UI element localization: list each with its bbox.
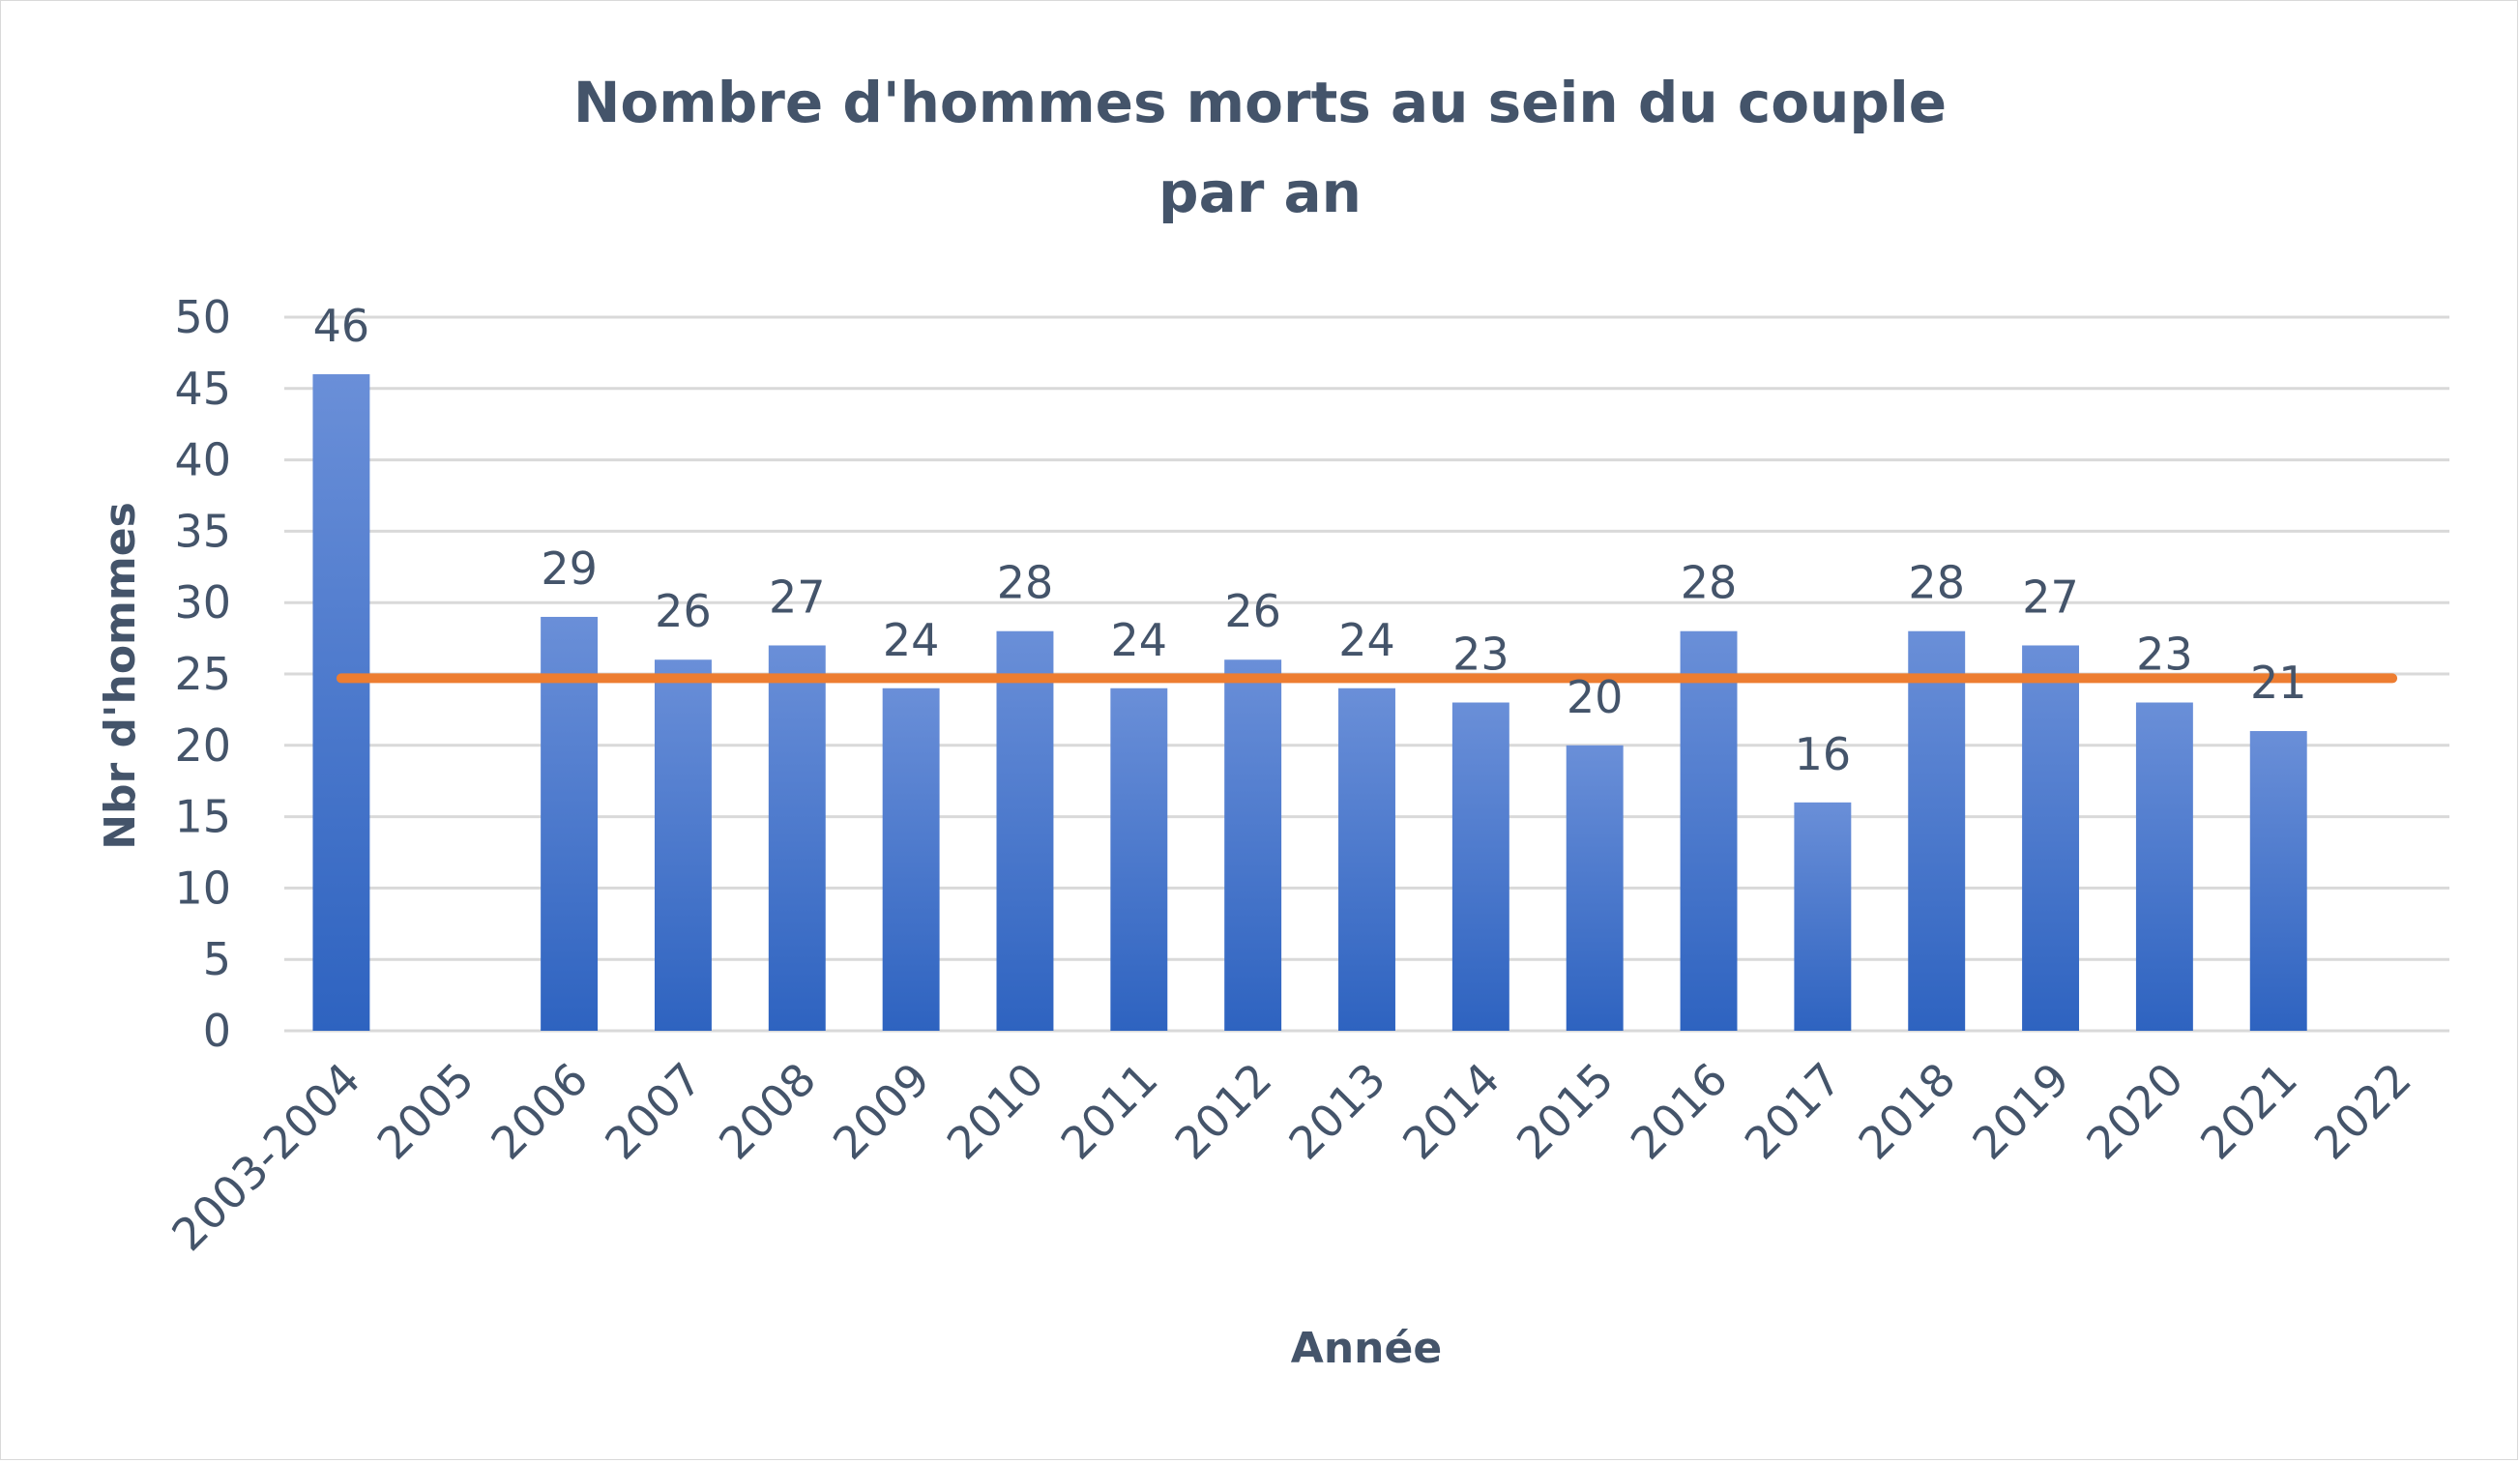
bar <box>1908 630 1966 1031</box>
x-tick-label: 2008 <box>709 1053 826 1170</box>
y-tick-label: 10 <box>174 862 231 914</box>
x-tick-label: 2009 <box>823 1053 940 1170</box>
x-tick-label: 2010 <box>937 1053 1054 1170</box>
x-tick-label: 2003-2004 <box>161 1053 369 1261</box>
x-axis-title: Année <box>1291 1324 1442 1373</box>
bar <box>1566 745 1624 1031</box>
data-label: 28 <box>997 557 1054 609</box>
bars <box>312 374 2307 1031</box>
x-tick-label: 2017 <box>1735 1053 1852 1170</box>
y-axis-ticks: 0 5 10 15 20 25 30 35 40 45 50 <box>174 291 231 1057</box>
x-tick-label: 2011 <box>1051 1053 1168 1170</box>
x-tick-label: 2019 <box>1962 1053 2079 1170</box>
y-tick-label: 5 <box>203 933 231 985</box>
bar <box>1110 688 1168 1031</box>
data-label: 16 <box>1795 728 1852 780</box>
y-tick-label: 40 <box>174 434 231 486</box>
x-tick-label: 2015 <box>1507 1053 1624 1170</box>
data-label: 27 <box>769 571 826 623</box>
x-tick-label: 2020 <box>2076 1053 2193 1170</box>
y-tick-label: 0 <box>203 1005 231 1057</box>
bar <box>312 374 370 1031</box>
y-tick-label: 15 <box>174 791 231 843</box>
x-axis-ticks: 2003-20042005200620072008200920102011201… <box>161 1053 2421 1261</box>
data-label: 27 <box>2022 571 2079 623</box>
bar <box>996 630 1054 1031</box>
x-tick-label: 2022 <box>2304 1053 2421 1170</box>
data-label: 23 <box>2136 629 2193 681</box>
data-label: 46 <box>313 300 370 352</box>
data-label: 23 <box>1452 629 1509 681</box>
bar <box>2022 645 2080 1031</box>
x-tick-label: 2021 <box>2190 1053 2307 1170</box>
bar <box>541 616 599 1031</box>
bar <box>654 659 712 1031</box>
y-tick-label: 45 <box>174 363 231 415</box>
data-labels: 46 29 26 27 24 28 24 26 24 23 20 28 16 28 27 23 21 <box>313 300 2307 780</box>
data-label: 28 <box>1908 557 1965 609</box>
y-axis-title: Nbr d'hommes <box>96 502 145 850</box>
data-label: 29 <box>541 542 598 595</box>
bar <box>768 645 826 1031</box>
data-label: 26 <box>655 585 712 637</box>
data-label: 20 <box>1567 671 1624 723</box>
chart-title-line-1: Nombre d'hommes morts au sein du couple <box>573 70 1947 135</box>
x-tick-label: 2018 <box>1849 1053 1966 1170</box>
data-label: 21 <box>2250 657 2307 709</box>
bar <box>2135 702 2193 1031</box>
bar <box>1451 702 1509 1031</box>
data-label: 24 <box>883 614 940 666</box>
data-label: 24 <box>1338 614 1395 666</box>
y-tick-label: 50 <box>174 291 231 343</box>
y-tick-label: 30 <box>174 576 231 629</box>
chart-title-line-2: par an <box>1158 160 1362 225</box>
data-label: 26 <box>1224 585 1281 637</box>
bar <box>882 688 940 1031</box>
y-tick-label: 25 <box>174 648 231 700</box>
x-tick-label: 2012 <box>1164 1053 1281 1170</box>
data-label: 28 <box>1681 557 1738 609</box>
x-tick-label: 2014 <box>1392 1053 1509 1170</box>
bar <box>1680 630 1738 1031</box>
bar <box>2249 731 2307 1031</box>
y-tick-label: 20 <box>174 719 231 772</box>
data-label: 24 <box>1111 614 1168 666</box>
x-tick-label: 2007 <box>595 1053 712 1170</box>
x-tick-label: 2005 <box>367 1053 484 1170</box>
x-tick-label: 2006 <box>481 1053 598 1170</box>
x-tick-label: 2016 <box>1621 1053 1738 1170</box>
bar <box>1338 688 1395 1031</box>
bar <box>1224 659 1282 1031</box>
x-tick-label: 2013 <box>1278 1053 1395 1170</box>
y-tick-label: 35 <box>174 505 231 557</box>
bar <box>1794 802 1852 1031</box>
